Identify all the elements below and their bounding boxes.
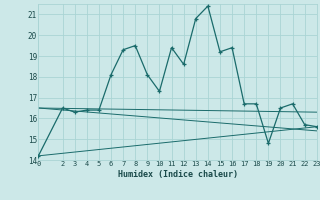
- X-axis label: Humidex (Indice chaleur): Humidex (Indice chaleur): [118, 170, 238, 179]
